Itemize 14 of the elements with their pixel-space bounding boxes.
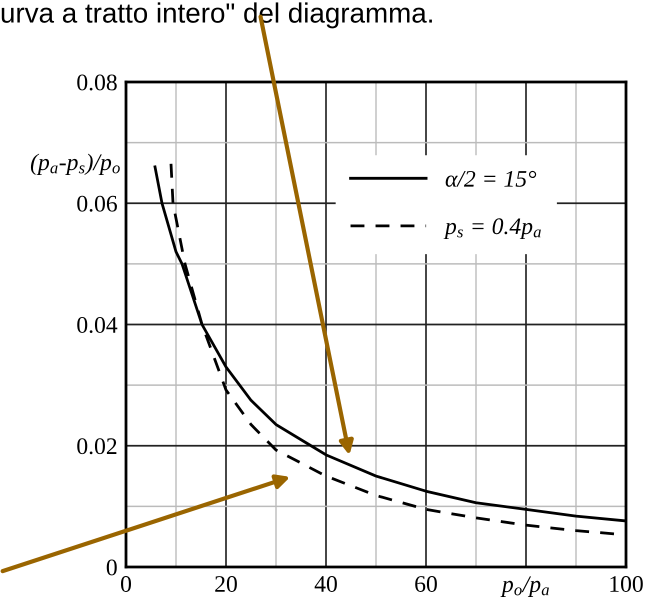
y-axis-title: (p$_{a}$-p$_{s}$)/p$_{o}$ [30,154,120,175]
y-tick-label: 0.02 [77,438,116,454]
y-tick-label: 0.06 [77,196,117,212]
y-tick-label: 0.08 [77,74,117,91]
x-tick-label: 100 [610,576,643,592]
y-tick-label: 0.04 [77,316,118,334]
legend-label: p$_{s}$ = 0.4p$_{a}$ [444,218,541,240]
legend-label: α/2 = 15° [446,170,536,187]
x-tick-label: 0 [120,576,132,592]
y-tick-label: 0 [106,559,117,576]
x-tick-label: 60 [415,576,437,592]
x-axis-title: p$_{o}$/p$_{a}$ [500,576,549,597]
x-tick-label: 20 [215,576,237,592]
x-tick-label: 40 [314,576,337,592]
